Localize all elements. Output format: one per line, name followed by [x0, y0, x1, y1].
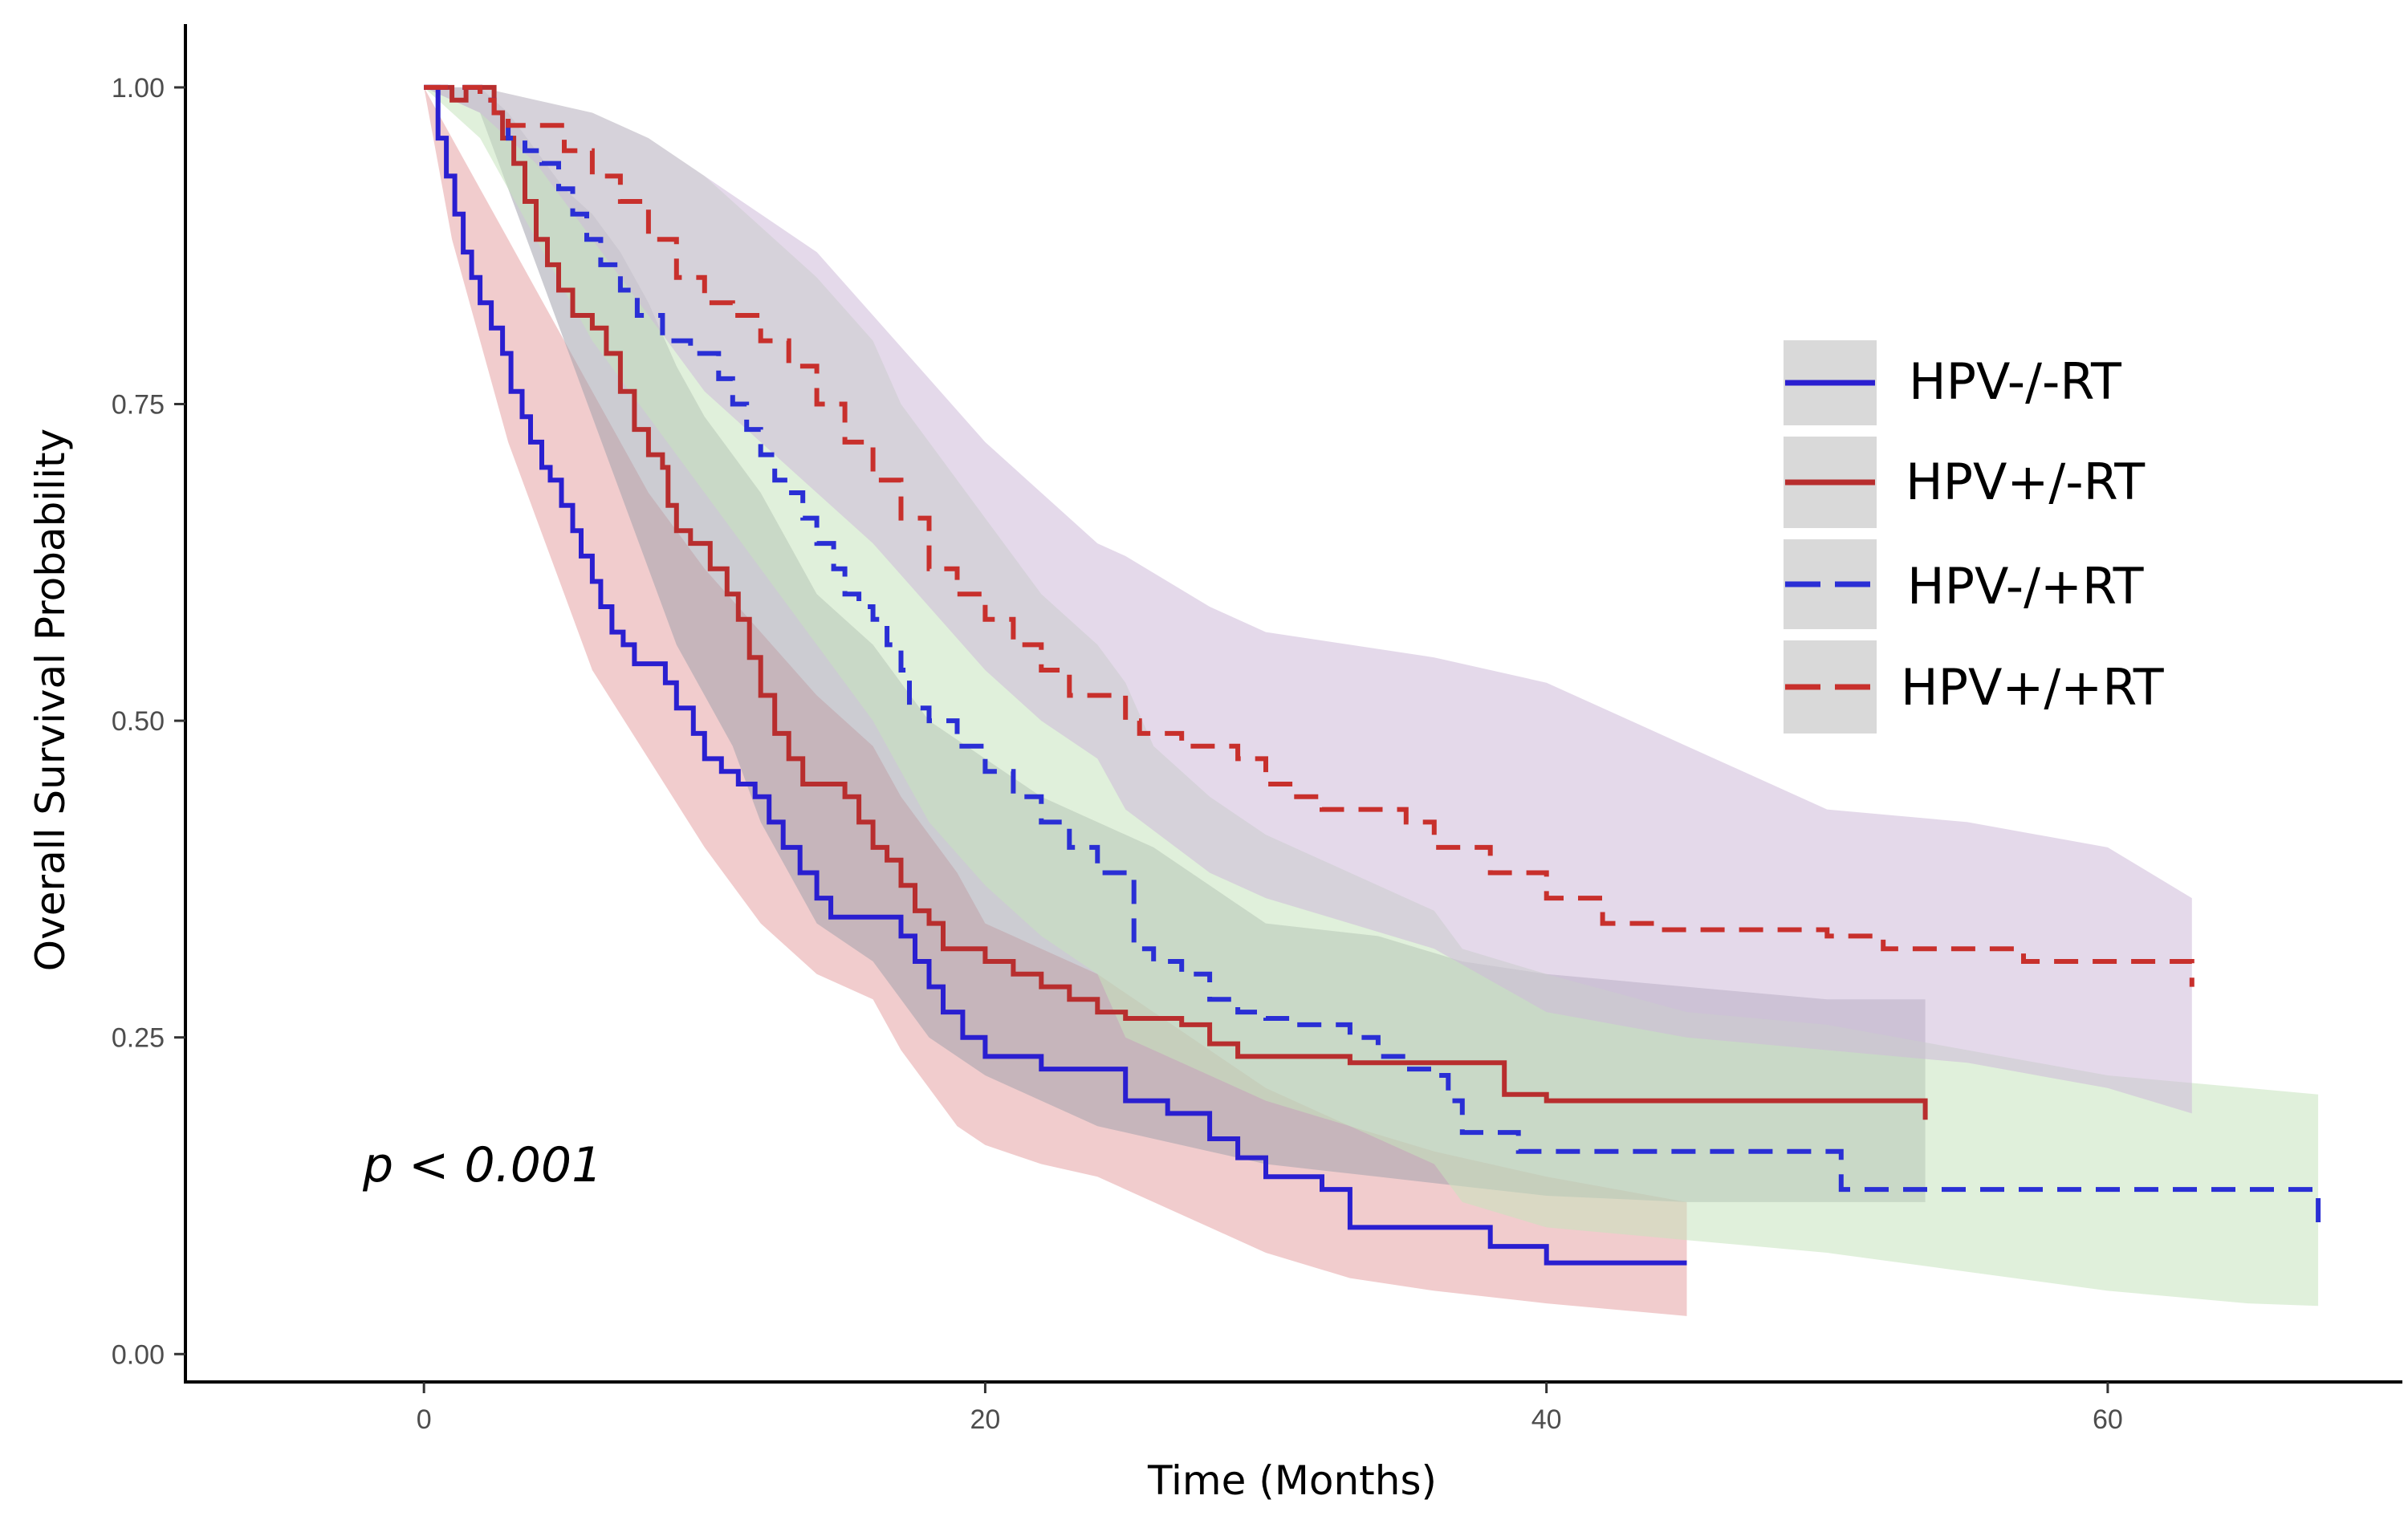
- x-axis-title: Time (Months): [1147, 1457, 1437, 1504]
- legend-label-hpv-neg-rt: HPV-/+RT: [1907, 557, 2145, 616]
- legend-label-hpv-pos-rt: HPV+/+RT: [1901, 658, 2165, 717]
- y-axis-ticks: 0.00 0.25 0.50 0.75 1.00: [112, 73, 185, 1370]
- x-tick-label: 60: [2093, 1404, 2123, 1435]
- survival-curve-hpvneg-posrt: [424, 84, 2321, 1228]
- x-axis-ticks: 0 20 40 60: [417, 1382, 2123, 1435]
- survival-curve-hpvneg-negrt: [424, 84, 1687, 1266]
- x-tick-label: 40: [1531, 1404, 1562, 1435]
- y-tick-label: 0.00: [112, 1339, 165, 1370]
- ci-band-hpvpos-posrt: [424, 87, 2192, 1114]
- y-tick-label: 1.00: [112, 73, 165, 104]
- survival-curves: [424, 84, 2321, 1266]
- y-axis-title: Overall Survival Probability: [27, 429, 74, 971]
- y-tick-label: 0.75: [112, 390, 165, 421]
- y-tick-label: 0.25: [112, 1023, 165, 1054]
- legend-label-hpv-pos-no-rt: HPV+/-RT: [1906, 453, 2146, 511]
- p-value-annotation: p < 0.001: [362, 1137, 602, 1193]
- legend: HPV-/-RT HPV+/-RT HPV-/+RT HPV+/+RT: [1784, 340, 2165, 734]
- y-tick-label: 0.50: [112, 706, 165, 737]
- x-tick-label: 20: [970, 1404, 1001, 1435]
- x-tick-label: 0: [417, 1404, 432, 1435]
- survival-curve-hpvpos-negrt: [424, 84, 1928, 1120]
- legend-label-hpv-neg-no-rt: HPV-/-RT: [1909, 352, 2122, 411]
